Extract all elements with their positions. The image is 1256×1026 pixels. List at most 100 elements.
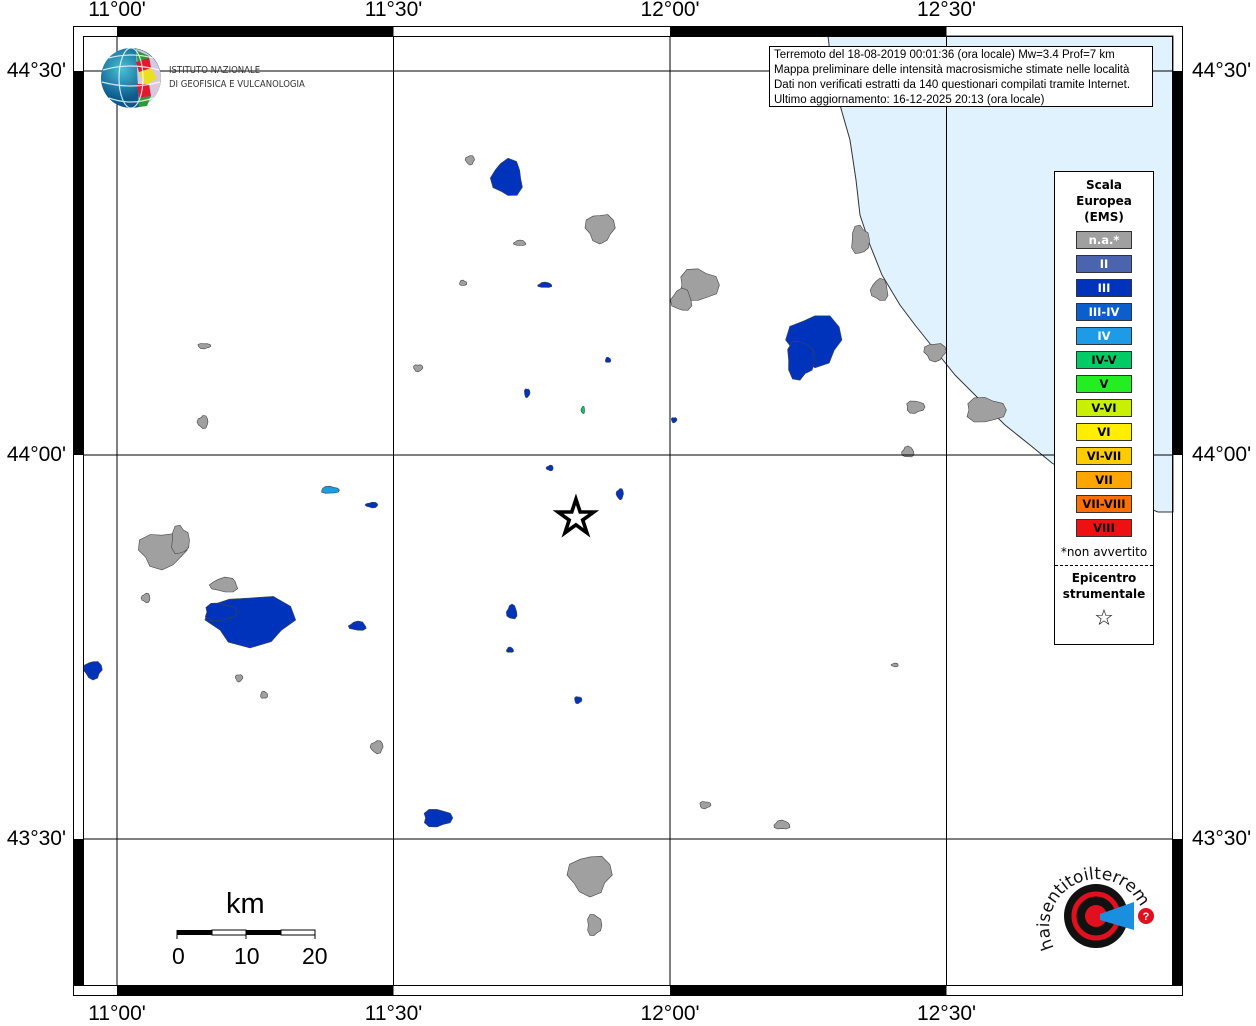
- town-area: [464, 155, 475, 166]
- legend-swatch: V: [1076, 375, 1132, 393]
- town-area: [364, 501, 379, 509]
- lon-tick-label: 12°00': [640, 0, 700, 21]
- town-area: [260, 690, 268, 699]
- lat-tick-label: 44°30': [1192, 59, 1252, 82]
- town-area: [347, 620, 367, 631]
- star-outline-icon: ☆: [1094, 606, 1114, 631]
- globe-icon: [101, 47, 162, 109]
- legend-note: *non avvertito: [1060, 545, 1148, 559]
- town-area: [787, 340, 816, 381]
- info-line: Terremoto del 18-08-2019 00:01:36 (ora l…: [774, 49, 1115, 61]
- epicenter-label-line: strumentale: [1062, 587, 1146, 601]
- frame-inner: [83, 36, 1173, 986]
- frame-segment: [670, 26, 947, 36]
- legend-swatch: III: [1076, 279, 1132, 297]
- legend-title-line: (EMS): [1084, 210, 1124, 224]
- town-area: [197, 343, 212, 350]
- town-area: [208, 576, 239, 593]
- towns-layer: [83, 155, 1007, 936]
- frame-segment: [1173, 71, 1183, 455]
- frame-outer: [73, 26, 1183, 996]
- town-area: [204, 602, 238, 621]
- info-line: Mappa preliminare delle intensità macros…: [774, 64, 1130, 76]
- town-area: [605, 356, 612, 363]
- frame-segment: [1173, 839, 1183, 986]
- town-area: [566, 855, 613, 898]
- legend-swatch: IV: [1076, 327, 1132, 345]
- lon-tick-label: 12°00': [640, 1002, 700, 1025]
- lon-tick-label: 12°30': [916, 1002, 977, 1025]
- info-line: Ultimo aggiornamento: 16-12-2025 20:13 (…: [774, 94, 1045, 106]
- scale-label: 20: [302, 943, 328, 969]
- event-info-box: Terremoto del 18-08-2019 00:01:36 (ora l…: [769, 46, 1153, 107]
- town-area: [413, 364, 424, 373]
- info-line: Dati non verificati estratti da 140 ques…: [774, 79, 1131, 91]
- lat-tick-label: 44°00': [6, 443, 66, 466]
- town-area: [679, 268, 720, 301]
- town-area: [423, 809, 454, 828]
- town-area: [923, 343, 947, 363]
- lon-tick-label: 11°00': [88, 0, 146, 21]
- town-area: [369, 740, 384, 755]
- town-area: [851, 224, 870, 254]
- scale-unit: km: [226, 888, 265, 920]
- town-area: [773, 819, 791, 830]
- legend-title-line: Scala: [1085, 178, 1123, 192]
- frame-segment: [117, 26, 394, 36]
- town-area: [587, 914, 603, 936]
- legend-divider: [1055, 565, 1153, 566]
- ingv-logo-text: ISTITUTO NAZIONALE DI GEOFISICA E VULCAN…: [169, 64, 305, 92]
- town-area: [869, 277, 889, 301]
- lat-tick-label: 43°30': [6, 827, 66, 850]
- haisentito-logo: ? haisentitoilterremoto.it: [1031, 843, 1156, 981]
- scale-bar-graphic: [176, 929, 316, 939]
- legend-swatch: III-IV: [1076, 303, 1132, 321]
- scale-bar: km 0 10 20: [170, 888, 330, 978]
- epicenter-star-icon: ☆: [553, 488, 600, 546]
- town-area: [235, 674, 244, 683]
- town-area: [489, 157, 523, 196]
- legend-swatch: VII: [1076, 471, 1132, 489]
- legend-swatch: VI: [1076, 423, 1132, 441]
- frame-segment: [73, 71, 83, 455]
- town-area: [505, 603, 518, 620]
- legend-swatch: II: [1076, 255, 1132, 273]
- town-area: [584, 214, 616, 245]
- scale-label: 10: [234, 943, 260, 969]
- frame-segment: [117, 986, 394, 996]
- legend-swatch: IV-V: [1076, 351, 1132, 369]
- town-area: [906, 400, 926, 414]
- lat-tick-label: 44°00': [1192, 443, 1252, 466]
- town-area: [966, 397, 1007, 423]
- town-area: [615, 488, 624, 501]
- legend-swatch: n.a.*: [1076, 231, 1132, 249]
- lon-tick-label: 11°00': [88, 1002, 146, 1025]
- lon-tick-label: 11°30': [364, 1002, 423, 1025]
- legend-swatch: VI-VII: [1076, 447, 1132, 465]
- legend-swatch: VIII: [1076, 519, 1132, 537]
- town-area: [321, 485, 340, 494]
- town-area: [140, 592, 151, 604]
- ingv-line1: ISTITUTO NAZIONALE: [169, 65, 261, 76]
- lon-tick-label: 12°30': [916, 0, 977, 21]
- frame-segment: [73, 839, 83, 986]
- town-area: [580, 405, 585, 414]
- town-area: [890, 662, 899, 668]
- scale-label: 0: [172, 943, 185, 969]
- town-area: [171, 524, 190, 554]
- legend-title-line: Europea: [1076, 194, 1132, 208]
- graticule: [83, 36, 1173, 986]
- lat-tick-label: 43°30': [1192, 827, 1252, 850]
- map-frame: [73, 26, 1183, 996]
- town-area: [524, 388, 531, 399]
- town-area: [459, 279, 468, 286]
- lat-tick-label: 44°30': [6, 59, 66, 82]
- svg-text:?: ?: [1143, 911, 1150, 923]
- town-area: [671, 417, 678, 424]
- town-area: [513, 239, 527, 246]
- town-area: [545, 464, 554, 472]
- ingv-line2: DI GEOFISICA E VULCANOLOGIA: [169, 79, 305, 90]
- ems-legend: Scala Europea (EMS) n.a.* II III III-IV IV IV…: [1054, 171, 1154, 645]
- lon-tick-label: 11°30': [364, 0, 423, 21]
